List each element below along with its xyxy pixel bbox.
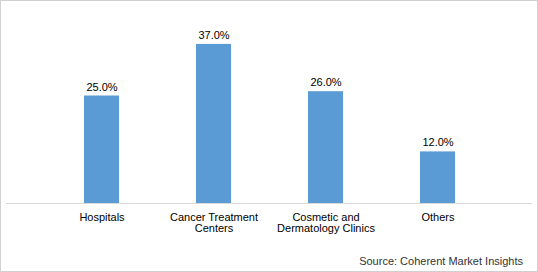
html-text:Source: Coherent Market Insigh: Source: Coherent Market Insights xyxy=(359,255,523,267)
svg-text:37.0%: 37.0% xyxy=(198,29,229,41)
svg-text:Cancer TreatmentCenters: Cancer TreatmentCenters xyxy=(170,211,258,234)
svg-text:Hospitals: Hospitals xyxy=(79,211,125,223)
svg-text:Others: Others xyxy=(421,211,455,223)
svg-text:26.0%: 26.0% xyxy=(310,76,341,88)
svg-text:Cosmetic andDermatology Clinic: Cosmetic andDermatology Clinics xyxy=(277,211,375,234)
svg-text:12.0%: 12.0% xyxy=(422,136,453,148)
svg-text:25.0%: 25.0% xyxy=(86,81,117,93)
